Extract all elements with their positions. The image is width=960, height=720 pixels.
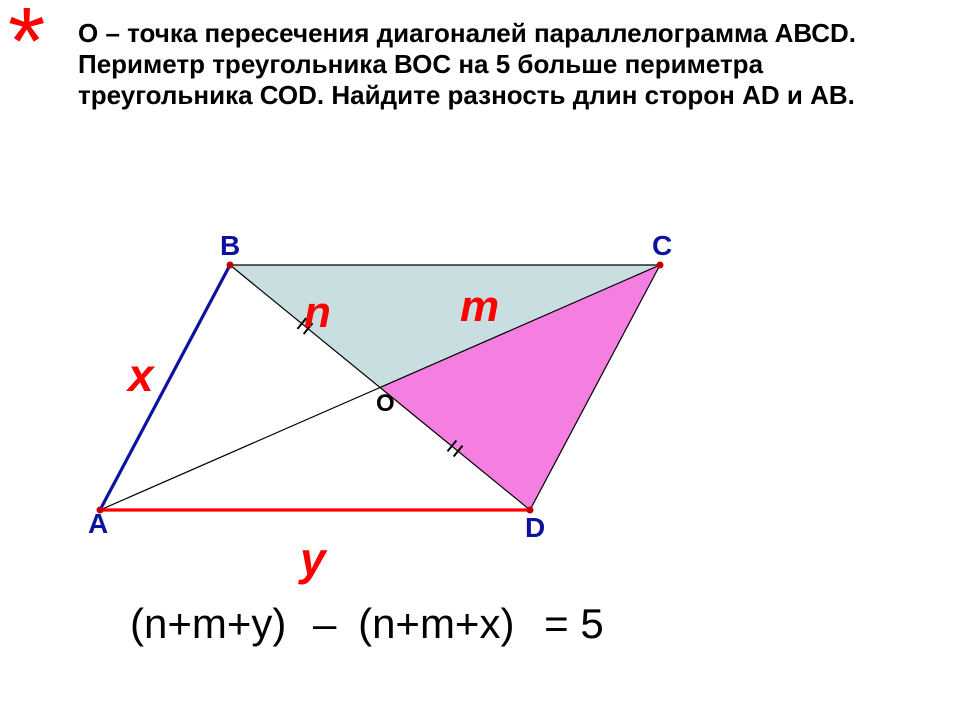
eq-part2: (n+m+x) — [358, 600, 514, 647]
label-o: O — [376, 390, 395, 418]
label-b: B — [220, 230, 240, 262]
label-d: D — [525, 512, 545, 544]
slide: { "star": { "glyph": "*", "color": "#ff0… — [0, 0, 960, 720]
label-n: n — [304, 288, 331, 338]
label-c: C — [652, 230, 672, 262]
eq-part1: (n+m+y) — [130, 600, 286, 647]
label-a: A — [88, 508, 108, 540]
label-y: y — [300, 532, 326, 586]
eq-minus: – — [313, 600, 336, 647]
eq-eq5: = 5 — [544, 600, 604, 647]
point-b — [227, 262, 234, 269]
point-c — [657, 262, 664, 269]
equation: (n+m+y) – (n+m+x) = 5 — [130, 600, 604, 648]
label-m: m — [460, 282, 499, 332]
label-x: x — [128, 348, 154, 402]
side-ab — [100, 265, 230, 510]
